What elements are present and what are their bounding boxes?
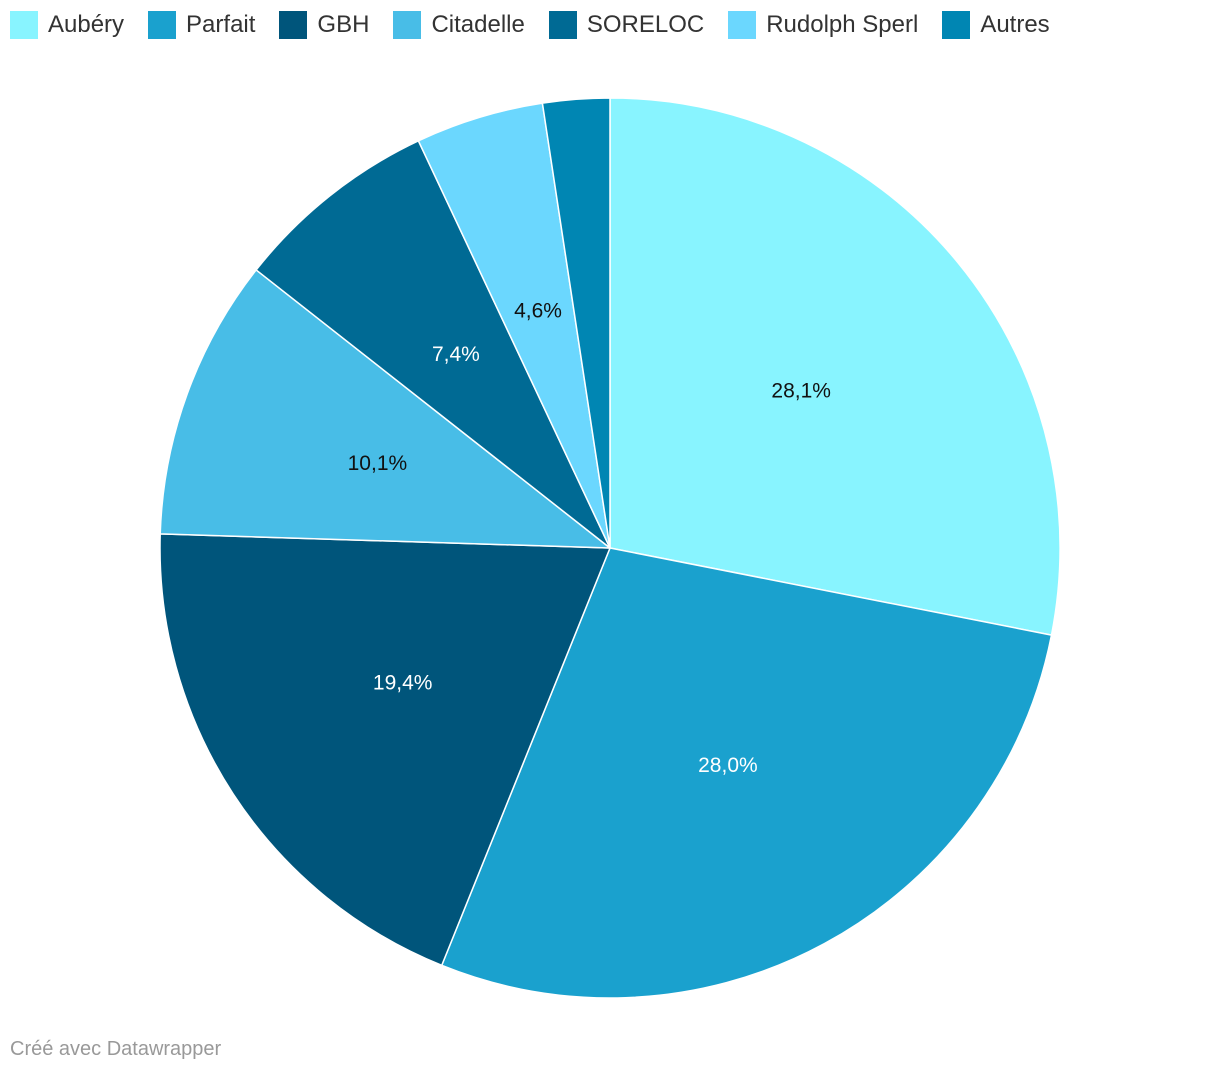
pie-slice-label-citadelle: 10,1% — [348, 452, 408, 475]
pie-slice-aubery — [609, 97, 1061, 636]
pie-slice-label-soreloc: 7,4% — [432, 343, 480, 366]
legend-label-rudolph-sperl: Rudolph Sperl — [766, 11, 919, 38]
legend-item-parfait: Parfait — [148, 11, 255, 39]
legend-swatch-aubery — [10, 11, 38, 39]
pie-slice-autres — [541, 97, 611, 549]
legend-label-citadelle: Citadelle — [431, 11, 525, 38]
legend-swatch-gbh — [279, 11, 308, 39]
chart-legend: Aubéry Parfait GBH Citadelle SORELOC Rud… — [10, 8, 1074, 42]
pie-slice-label-gbh: 19,4% — [373, 672, 433, 695]
pie-slice-citadelle — [159, 269, 611, 549]
legend-swatch-rudolph-sperl — [728, 11, 757, 39]
legend-swatch-citadelle — [393, 11, 422, 39]
legend-item-autres: Autres — [942, 11, 1050, 39]
legend-label-aubery: Aubéry — [48, 11, 125, 38]
pie-slice-label-rudolph-sperl: 4,6% — [514, 300, 562, 323]
legend-item-gbh: GBH — [279, 11, 369, 39]
legend-item-rudolph-sperl: Rudolph Sperl — [728, 11, 918, 39]
pie-slice-soreloc — [255, 140, 611, 549]
pie-slice-label-parfait: 28,0% — [698, 754, 758, 777]
legend-swatch-soreloc — [548, 11, 577, 39]
pie-slice-label-aubery: 28,1% — [771, 379, 831, 402]
credit-text: Créé avec Datawrapper — [10, 1038, 222, 1060]
pie-slice-gbh — [159, 533, 611, 967]
legend-label-autres: Autres — [980, 11, 1050, 38]
legend-swatch-parfait — [148, 11, 177, 39]
legend-item-aubery: Aubéry — [10, 11, 124, 39]
legend-item-citadelle: Citadelle — [393, 11, 525, 39]
pie-slice-parfait — [440, 547, 1053, 999]
legend-label-gbh: GBH — [317, 11, 370, 38]
legend-item-soreloc: SORELOC — [548, 11, 705, 39]
legend-label-parfait: Parfait — [186, 11, 256, 38]
legend-label-soreloc: SORELOC — [586, 11, 705, 38]
legend-swatch-autres — [942, 11, 971, 39]
